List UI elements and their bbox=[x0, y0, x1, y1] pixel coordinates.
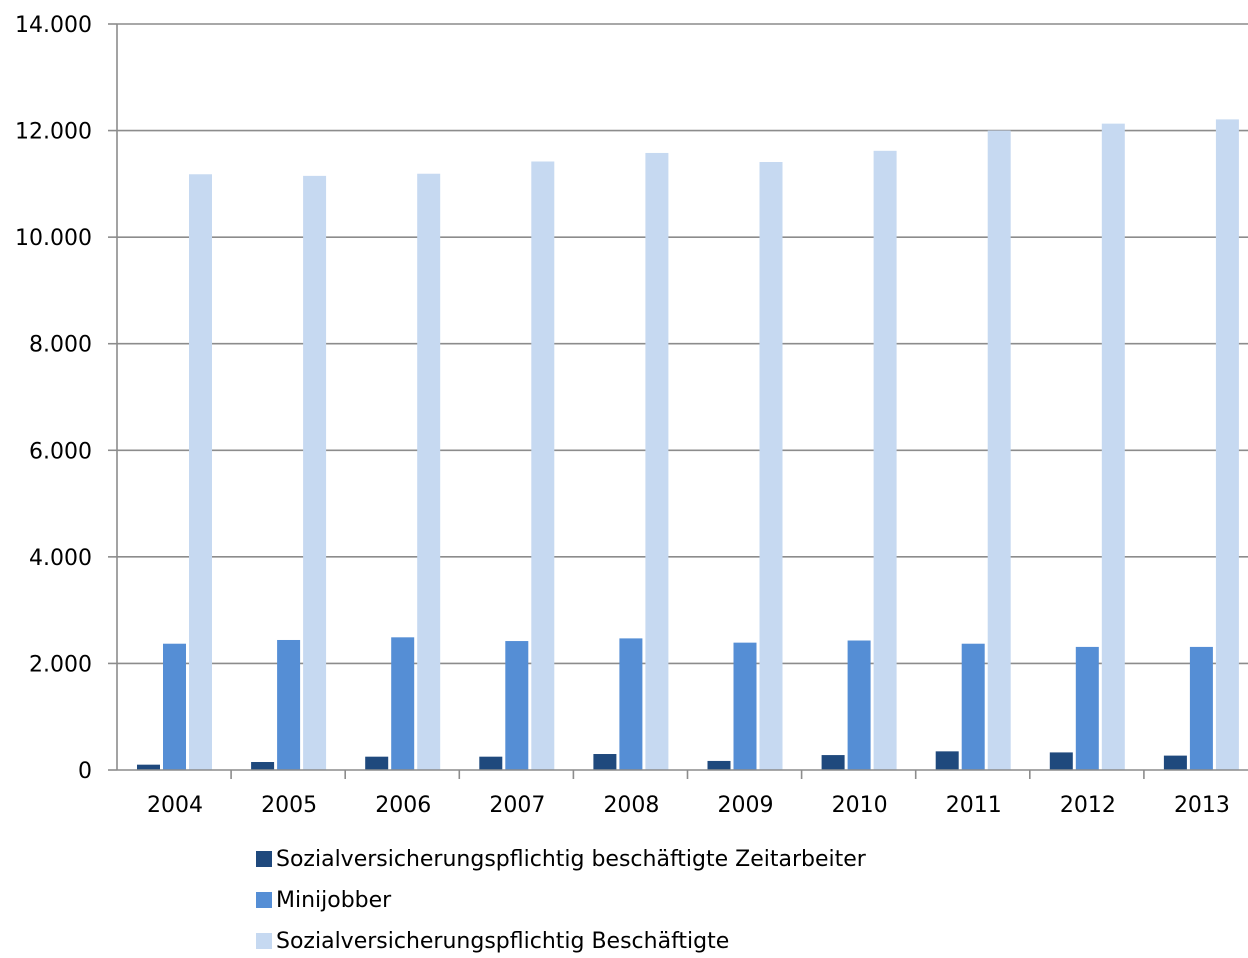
y-tick-label: 2.000 bbox=[29, 652, 92, 677]
bar bbox=[821, 755, 845, 770]
bar bbox=[733, 642, 757, 770]
bar bbox=[391, 637, 415, 770]
legend-label: Sozialversicherungspflichtig Beschäftigt… bbox=[276, 929, 729, 954]
bar bbox=[593, 754, 617, 770]
bar bbox=[1215, 119, 1239, 771]
gridlines bbox=[117, 23, 1248, 665]
bar bbox=[277, 639, 301, 770]
bar bbox=[961, 643, 985, 770]
bar bbox=[1049, 752, 1073, 770]
x-tick-label: 2007 bbox=[489, 793, 545, 818]
x-tick-label: 2008 bbox=[603, 793, 659, 818]
y-tick-label: 6.000 bbox=[29, 439, 92, 464]
axes bbox=[108, 23, 1248, 779]
x-tick-label: 2012 bbox=[1060, 793, 1116, 818]
y-tick-label: 4.000 bbox=[29, 546, 92, 571]
bar bbox=[1075, 646, 1099, 770]
x-tick-label: 2009 bbox=[718, 793, 774, 818]
x-tick-labels: 2004 2005 2006 2007 2008 2009 2010 2011 2012 2013 bbox=[147, 793, 1230, 818]
y-tick-label: 10.000 bbox=[15, 226, 92, 251]
bar bbox=[759, 162, 783, 770]
y-tick-label: 8.000 bbox=[29, 333, 92, 358]
legend-label: Minijobber bbox=[276, 888, 392, 913]
bar bbox=[303, 175, 327, 771]
bar bbox=[505, 641, 529, 770]
bars bbox=[137, 119, 1239, 771]
bar bbox=[251, 762, 275, 770]
bar bbox=[645, 152, 669, 771]
x-tick-label: 2010 bbox=[832, 793, 888, 818]
bar bbox=[531, 161, 555, 770]
legend-swatch bbox=[256, 851, 272, 867]
bar bbox=[1101, 123, 1125, 770]
bar bbox=[137, 764, 160, 770]
y-tick-labels: 0 2.000 4.000 6.000 8.000 10.000 12.000 14.000 bbox=[15, 13, 92, 784]
bar bbox=[1189, 646, 1213, 770]
bar bbox=[619, 638, 643, 770]
y-tick-label: 14.000 bbox=[15, 13, 92, 38]
x-tick-label: 2004 bbox=[147, 793, 203, 818]
legend-label: Sozialversicherungspflichtig beschäftigt… bbox=[276, 847, 867, 872]
bar bbox=[935, 751, 959, 770]
legend-swatch bbox=[256, 892, 272, 908]
x-tick-label: 2005 bbox=[261, 793, 317, 818]
x-tick-label: 2011 bbox=[946, 793, 1002, 818]
y-tick-label: 0 bbox=[78, 759, 92, 784]
y-tick-label: 12.000 bbox=[15, 120, 92, 145]
bar bbox=[417, 173, 441, 771]
legend: Sozialversicherungspflichtig beschäftigt… bbox=[256, 847, 867, 954]
bar bbox=[873, 150, 897, 770]
bar bbox=[847, 640, 871, 770]
bar bbox=[707, 760, 731, 770]
bar bbox=[1163, 755, 1187, 770]
bar bbox=[987, 130, 1011, 771]
x-tick-label: 2013 bbox=[1174, 793, 1230, 818]
bar bbox=[365, 756, 389, 770]
x-tick-label: 2006 bbox=[375, 793, 431, 818]
bar bbox=[479, 756, 503, 770]
bar bbox=[163, 643, 186, 770]
legend-swatch bbox=[256, 933, 272, 949]
bar bbox=[189, 174, 212, 770]
